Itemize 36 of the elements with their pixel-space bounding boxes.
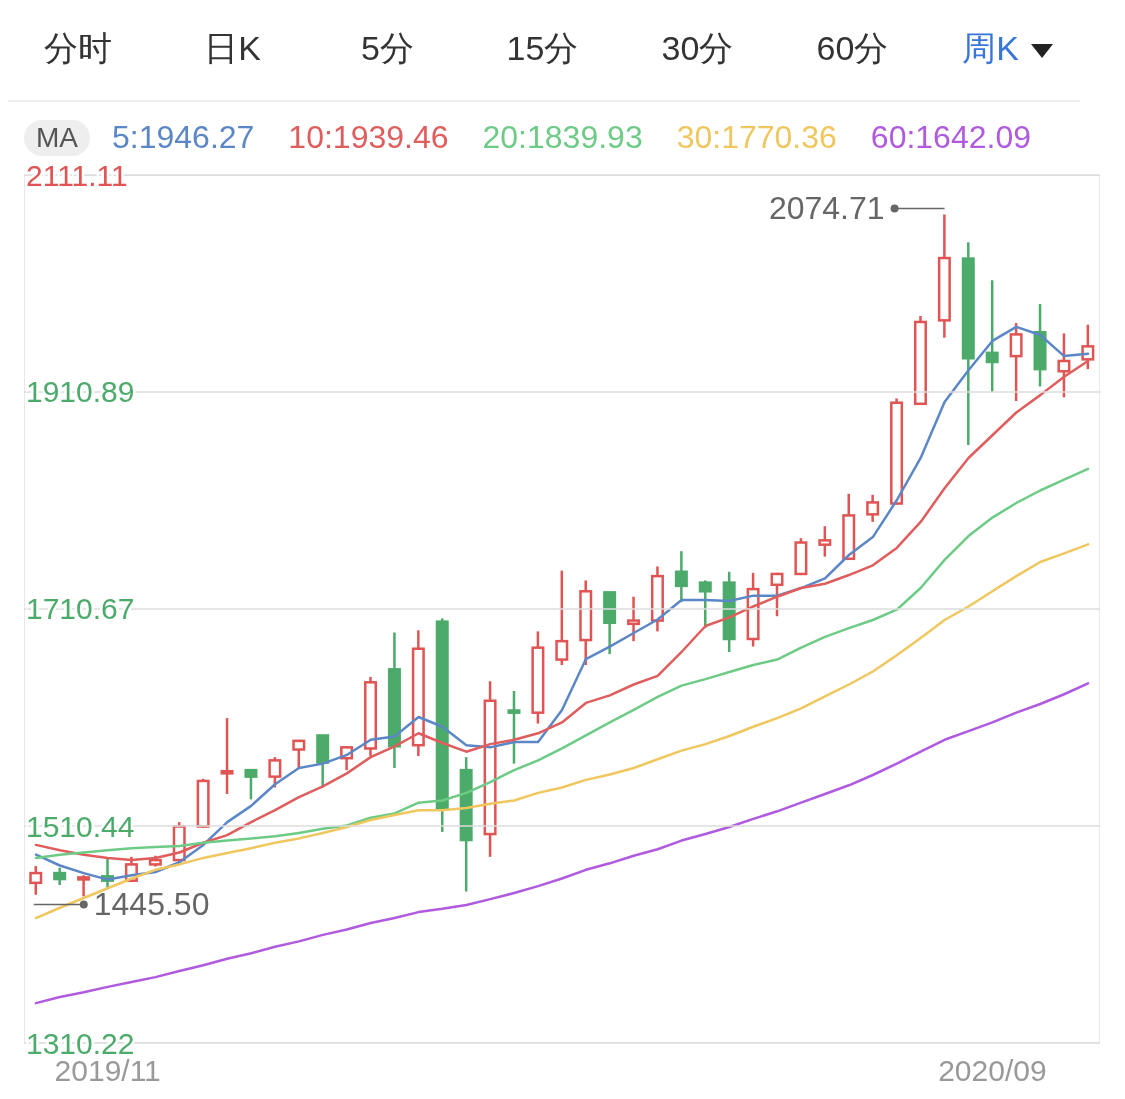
annotation: 2074.71 — [768, 190, 885, 227]
y-tick-label: 2111.11 — [26, 158, 128, 192]
candlestick — [77, 874, 91, 898]
candlestick — [770, 571, 784, 618]
text: 20:1839.93 — [482, 119, 643, 156]
candlestick — [244, 768, 258, 801]
candlestick — [268, 755, 282, 789]
text: 日K — [203, 28, 262, 69]
candlestick — [674, 549, 688, 604]
candlestick — [866, 493, 880, 524]
y-tick-label: 1910.89 — [26, 375, 135, 409]
text: 分时 — [42, 28, 113, 69]
x-tick-label: 2020/09 — [938, 1054, 1047, 1087]
candlestick — [292, 738, 306, 770]
y-tick-label: 1510.44 — [26, 809, 135, 843]
text: 30:1770.36 — [676, 119, 837, 156]
text: 10:1939.46 — [288, 119, 449, 156]
text: 5分 — [360, 28, 415, 69]
candlestick — [818, 525, 832, 558]
text: 60分 — [815, 28, 890, 69]
candlestick — [627, 595, 641, 643]
candlestick — [220, 716, 234, 796]
candlestick — [985, 279, 999, 394]
candlestick — [1009, 321, 1023, 403]
text: 60:1642.09 — [870, 119, 1031, 156]
text: 15分 — [505, 28, 580, 69]
text: 30分 — [660, 28, 735, 69]
text: 周K — [961, 28, 1020, 69]
candlestick — [555, 569, 569, 667]
annotation: 1445.50 — [93, 886, 210, 923]
text: 5:1946.27 — [112, 119, 255, 156]
candlestick — [29, 864, 43, 897]
y-tick-label: 1710.67 — [26, 592, 135, 626]
legend-title: MA — [24, 119, 90, 156]
candlestick — [507, 689, 521, 765]
candlestick — [698, 579, 712, 630]
